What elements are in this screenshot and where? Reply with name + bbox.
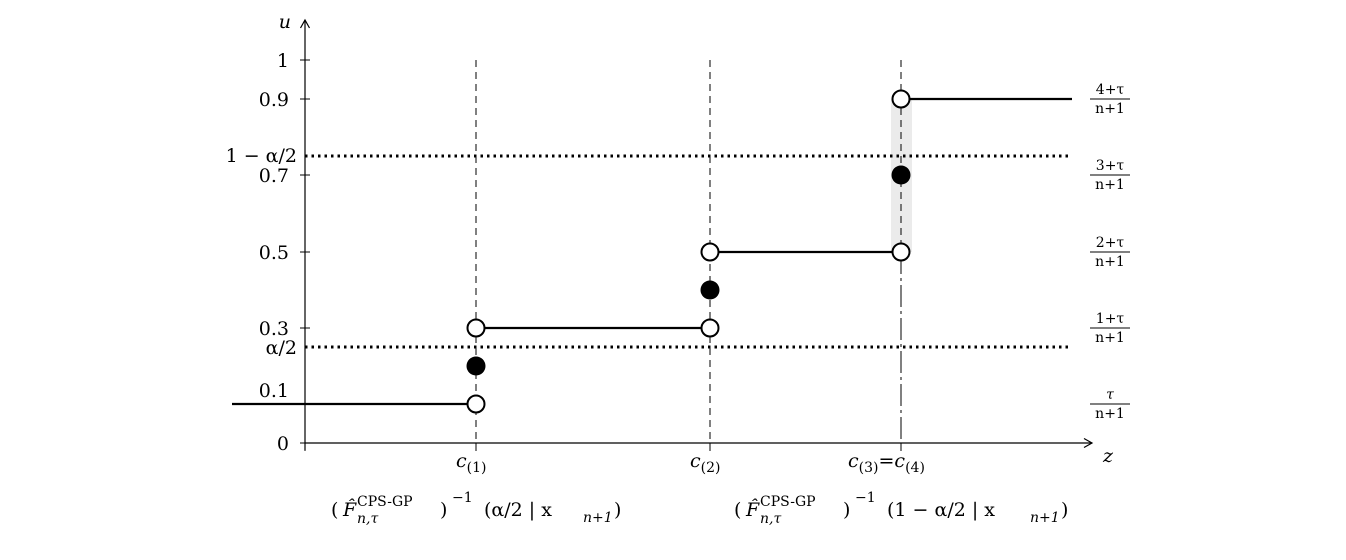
open-point xyxy=(700,318,720,338)
open-point xyxy=(466,394,486,414)
right-label-0: τ n+1 xyxy=(1090,387,1130,422)
right-label-4: 4+τ n+1 xyxy=(1090,82,1130,117)
svg-text:CPS-GP: CPS-GP xyxy=(760,494,816,510)
step-segments xyxy=(232,97,1072,406)
svg-text:−1: −1 xyxy=(855,490,876,506)
c2-label: c(2) xyxy=(690,450,721,476)
right-label-2: 2+τ n+1 xyxy=(1090,235,1130,270)
y-axis-label: u xyxy=(279,11,291,33)
svg-text:1+τ: 1+τ xyxy=(1096,311,1125,327)
svg-text:F̂: F̂ xyxy=(342,499,357,521)
y-tick-label-0.1: 0.1 xyxy=(259,380,289,402)
svg-text:−1: −1 xyxy=(452,490,473,506)
svg-text:n+1: n+1 xyxy=(1095,101,1125,117)
open-points xyxy=(466,89,911,414)
y-tick-label-1: 1 xyxy=(277,50,289,72)
svg-text:(: ( xyxy=(734,499,741,521)
y-tick-label-0.7: 0.7 xyxy=(259,165,289,187)
filled-point xyxy=(891,165,911,185)
svg-text:n+1: n+1 xyxy=(1095,177,1125,193)
c34-label: c(3)=c(4) xyxy=(848,450,925,476)
svg-text:n+1: n+1 xyxy=(583,510,613,526)
y-tick-label-0.3: 0.3 xyxy=(259,318,289,340)
svg-text:CPS-GP: CPS-GP xyxy=(357,494,413,510)
svg-text:n+1: n+1 xyxy=(1030,510,1060,526)
y-tick-label-0.5: 0.5 xyxy=(259,242,289,264)
svg-text:): ) xyxy=(614,499,621,521)
svg-text:n,τ: n,τ xyxy=(357,511,378,527)
bottom-label-left: ( F̂ CPS-GP n,τ ) −1 (α/2 | x n+1 ) xyxy=(331,490,621,527)
c1-label: c(1) xyxy=(456,450,487,476)
svg-text:2+τ: 2+τ xyxy=(1096,235,1125,251)
svg-text:4+τ: 4+τ xyxy=(1096,82,1125,98)
svg-text:(: ( xyxy=(331,499,338,521)
svg-text:n+1: n+1 xyxy=(1095,406,1125,422)
svg-text:): ) xyxy=(440,499,447,521)
svg-text:(α/2 | x: (α/2 | x xyxy=(484,499,552,521)
open-point xyxy=(891,242,911,262)
upper-threshold-label: 1 − α/2 xyxy=(226,145,297,167)
right-label-1: 1+τ n+1 xyxy=(1090,311,1130,346)
svg-text:n+1: n+1 xyxy=(1095,330,1125,346)
svg-text:): ) xyxy=(843,499,850,521)
x-axis-label: z xyxy=(1102,445,1114,467)
svg-text:): ) xyxy=(1061,499,1068,521)
filled-points xyxy=(466,165,911,376)
filled-point xyxy=(466,356,486,376)
filled-point xyxy=(700,280,720,300)
y-tick-label-0: 0 xyxy=(277,433,289,455)
open-point xyxy=(466,318,486,338)
x-ticks xyxy=(304,443,902,451)
right-label-3: 3+τ n+1 xyxy=(1090,158,1130,193)
y-tick-label-0.9: 0.9 xyxy=(259,89,289,111)
bottom-label-right: ( F̂ CPS-GP n,τ ) −1 (1 − α/2 | x n+1 ) xyxy=(734,490,1068,527)
svg-text:n,τ: n,τ xyxy=(760,511,781,527)
lower-threshold-label: α/2 xyxy=(266,337,297,359)
open-point xyxy=(700,242,720,262)
svg-text:3+τ: 3+τ xyxy=(1096,158,1125,174)
open-point xyxy=(891,89,911,109)
svg-text:n+1: n+1 xyxy=(1095,254,1125,270)
svg-text:τ: τ xyxy=(1106,387,1114,403)
svg-text:(1 − α/2 | x: (1 − α/2 | x xyxy=(887,499,995,521)
svg-text:F̂: F̂ xyxy=(745,499,760,521)
